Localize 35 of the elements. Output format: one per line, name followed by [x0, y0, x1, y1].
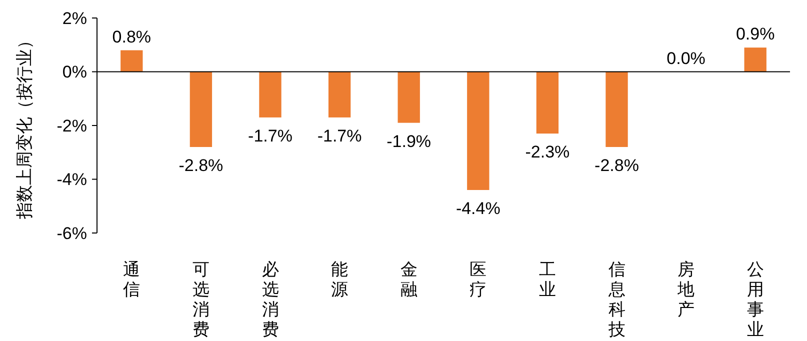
y-tick-label: -2% [56, 116, 87, 136]
data-label: -2.8% [178, 156, 224, 175]
bar [398, 72, 420, 123]
data-label: -2.8% [594, 156, 639, 175]
bar [606, 72, 628, 147]
data-label: 0.8% [112, 27, 152, 46]
x-tick-label: 信息科技 [607, 260, 626, 339]
x-tick-label: 能源 [331, 260, 348, 299]
data-label: 0.9% [736, 24, 775, 44]
x-tick-label: 房地产 [676, 260, 695, 319]
bar [536, 72, 559, 134]
bar [328, 72, 351, 118]
y-tick-label: -4% [56, 170, 87, 190]
data-label: -4.4% [456, 199, 500, 218]
x-tick-label: 必选消费 [262, 260, 279, 339]
data-label: -1.9% [386, 132, 432, 151]
data-label: 0.0% [666, 48, 706, 68]
y-tick-label: -6% [56, 224, 87, 243]
y-tick-label: 2% [62, 8, 87, 28]
bar [744, 48, 766, 72]
y-axis-title: 指数上周变化（按行业） [15, 32, 34, 220]
bar [190, 72, 212, 147]
x-tick-label: 金融 [400, 260, 418, 299]
data-label: -2.3% [525, 142, 570, 162]
bar [259, 72, 282, 118]
x-tick-label: 医疗 [470, 260, 487, 299]
x-tick-label: 可选消费 [192, 260, 210, 339]
bar [120, 50, 143, 72]
x-tick-label: 通信 [123, 260, 140, 299]
bar [467, 72, 490, 190]
x-tick-label: 工业 [538, 260, 556, 299]
data-label: -1.7% [317, 126, 362, 146]
x-tick-label: 公用事业 [746, 260, 764, 339]
data-label: -1.7% [248, 126, 292, 146]
y-tick-label: 0% [62, 62, 87, 82]
